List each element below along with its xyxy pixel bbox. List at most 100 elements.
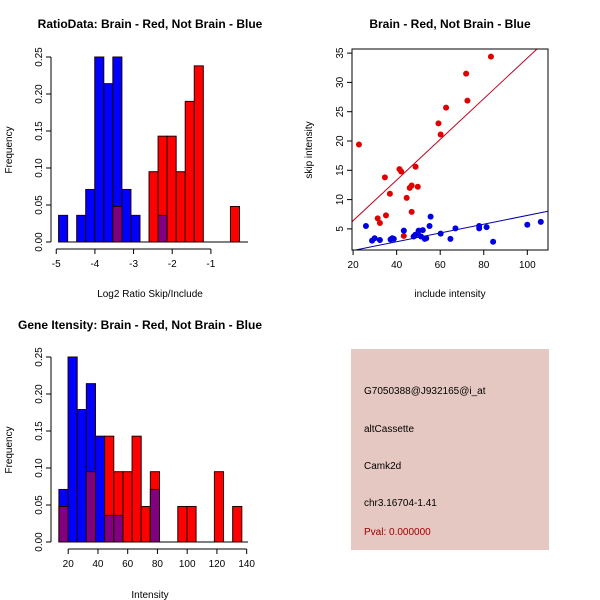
point-brain (400, 232, 407, 239)
x-tick-label: 40 (92, 559, 104, 570)
bar-brain (232, 505, 243, 543)
point-not-brain (437, 230, 444, 237)
x-tick-label: 140 (238, 559, 255, 570)
y-tick-label: 5 (335, 226, 346, 232)
x-tick-label: 60 (122, 559, 134, 570)
point-not-brain (524, 221, 531, 228)
point-brain (398, 168, 405, 175)
gene-intensity-title: Gene Itensity: Brain - Red, Not Brain - … (18, 318, 262, 332)
bar-brain (131, 435, 142, 543)
y-tick-label: 0.10 (34, 158, 45, 178)
y-tick-label: 0.05 (34, 195, 45, 215)
gene-symbol: Camk2d (364, 461, 402, 472)
y-tick-label: 10 (335, 194, 346, 206)
point-brain (487, 53, 494, 60)
bar-brain (229, 205, 240, 243)
ratio-histogram-ylabel: Frequency (4, 126, 15, 173)
event-type: altCassette (364, 424, 415, 435)
point-not-brain (490, 238, 497, 245)
x-tick-label: -5 (52, 259, 61, 270)
point-not-brain (400, 227, 407, 234)
bar-brain (140, 505, 151, 543)
bar-overlap (157, 214, 168, 243)
point-brain (414, 183, 421, 190)
bar-brain (122, 471, 133, 543)
y-tick-label: 25 (335, 106, 346, 118)
point-brain (463, 70, 470, 77)
x-tick-label: 40 (391, 260, 403, 271)
bar-not-brain (130, 214, 141, 243)
x-tick-label: -3 (129, 259, 138, 270)
y-tick-label: 0.15 (34, 421, 45, 441)
point-brain (403, 194, 410, 201)
bar-brain (166, 135, 177, 243)
point-not-brain (423, 235, 430, 242)
bar-overlap (113, 514, 124, 543)
y-tick-label: 20 (335, 135, 346, 147)
x-tick-label: 80 (152, 559, 164, 570)
scatter-ylabel: skip intensity (304, 121, 315, 178)
x-tick-label: 60 (435, 260, 447, 271)
y-tick-label: 0.05 (34, 495, 45, 515)
bar-brain (148, 171, 159, 243)
bar-overlap (85, 471, 96, 543)
point-not-brain (419, 227, 426, 234)
point-brain (408, 208, 415, 215)
y-tick-label: 0.20 (34, 84, 45, 104)
bar-not-brain (85, 188, 96, 243)
fit-line-brain (352, 49, 538, 223)
bar-brain (175, 171, 186, 243)
y-tick-label: 30 (335, 76, 346, 88)
bar-not-brain (103, 83, 114, 243)
point-not-brain (427, 213, 434, 220)
bar-not-brain (121, 188, 132, 243)
x-tick-label: -2 (168, 259, 177, 270)
point-not-brain (483, 224, 490, 231)
point-brain (376, 220, 383, 227)
point-not-brain (376, 237, 383, 244)
x-tick-label: 100 (179, 559, 196, 570)
bar-overlap (112, 205, 123, 243)
scatter-xlabel: include intensity (414, 289, 485, 300)
x-tick-label: 120 (209, 559, 226, 570)
bar-not-brain (94, 56, 105, 243)
bar-not-brain (94, 435, 106, 543)
y-tick-label: 0.15 (34, 121, 45, 141)
bar-brain (213, 471, 225, 543)
x-tick-label: -4 (90, 259, 99, 270)
bar-brain (184, 100, 195, 243)
point-not-brain (447, 235, 454, 242)
y-tick-label: 0.00 (34, 532, 45, 552)
point-not-brain (476, 222, 483, 229)
point-not-brain (371, 235, 378, 242)
probe-info-panel: G7050388@J932165@i_at altCassette Camk2d… (351, 349, 549, 550)
point-brain (412, 163, 419, 170)
point-brain (386, 190, 393, 197)
gene-intensity-xlabel: Intensity (131, 590, 168, 600)
bar-overlap (149, 488, 161, 543)
point-brain (381, 174, 388, 181)
ratio-histogram-xlabel: Log2 Ratio Skip/Include (97, 289, 203, 300)
point-not-brain (537, 218, 544, 225)
plot-frame (351, 48, 549, 251)
bar-not-brain (76, 409, 87, 543)
bar-not-brain (76, 214, 87, 243)
point-not-brain (390, 235, 397, 242)
x-tick-label: 100 (519, 260, 536, 271)
bar-brain (193, 65, 204, 243)
point-brain (464, 97, 471, 104)
y-tick-label: 0.25 (34, 347, 45, 367)
y-tick-label: 15 (335, 164, 346, 176)
y-tick-label: 0.10 (34, 458, 45, 478)
ratio-histogram-title: RatioData: Brain - Red, Not Brain - Blue (38, 17, 263, 31)
point-brain (435, 120, 442, 127)
bar-overlap (58, 505, 69, 543)
point-not-brain (362, 222, 369, 229)
genomic-location: chr3.16704-1.41 (364, 498, 437, 509)
y-tick-label: 0.25 (34, 47, 45, 67)
point-brain (437, 131, 444, 138)
intensity-scatter: Brain - Red, Not Brain - Blue include in… (304, 17, 549, 300)
point-brain (355, 141, 362, 148)
bar-brain (186, 505, 197, 543)
